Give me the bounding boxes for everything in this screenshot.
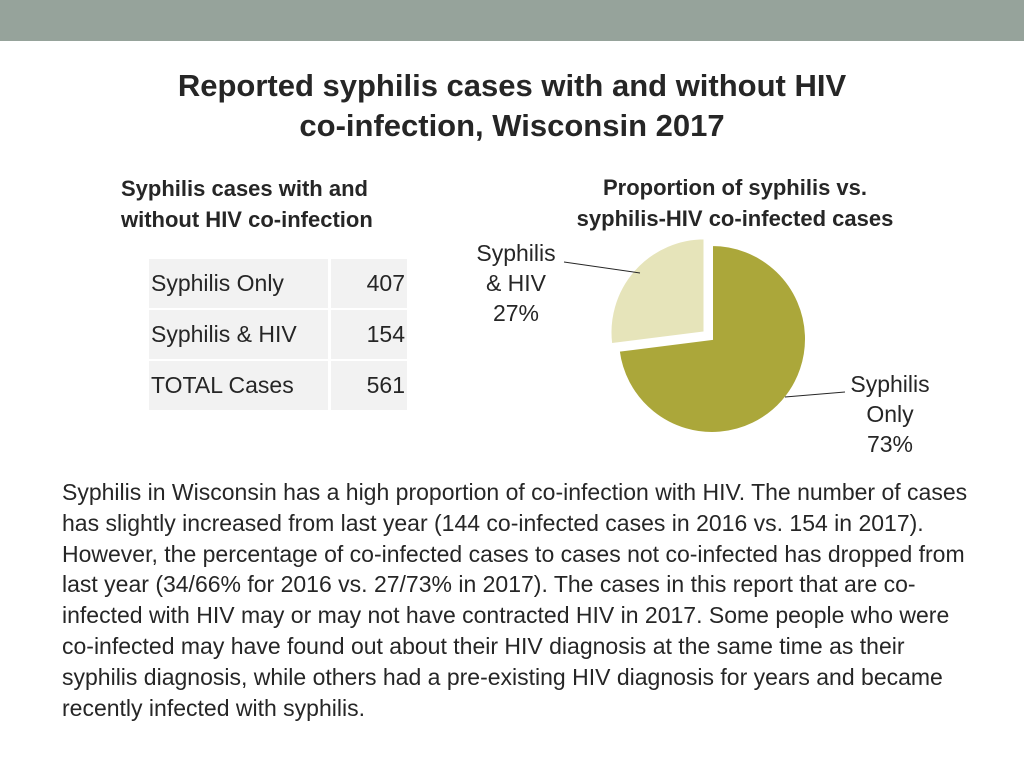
body-paragraph: Syphilis in Wisconsin has a high proport… (62, 479, 968, 721)
pie-slice-syphilis-only (617, 243, 807, 434)
pie-slice-syphilis-hiv (609, 237, 706, 346)
pie-label-value: 27% (492, 300, 540, 326)
row-label: Syphilis & HIV (149, 309, 331, 361)
pie-label-line: Syphilis (476, 240, 556, 266)
chart-title-line1: Proportion of syphilis vs. (602, 175, 868, 200)
table-title-line2: without HIV co-infection (121, 207, 373, 232)
table-row: Syphilis Only 407 (149, 259, 407, 310)
pie-label-line: & HIV (485, 270, 547, 296)
row-label: TOTAL Cases (149, 360, 331, 412)
table-row: TOTAL Cases 561 (149, 360, 407, 412)
cases-table: Syphilis Only 407 Syphilis & HIV 154 TOT… (149, 259, 407, 412)
slide-title-line2: co-infection, Wisconsin 2017 (299, 108, 725, 143)
pie-label-line: Syphilis (850, 371, 930, 397)
chart-title-line2: syphilis-HIV co-infected cases (576, 206, 894, 231)
pie-label-value: 73% (866, 431, 914, 457)
leader-line-syphilis-only (784, 391, 846, 398)
slide-title: Reported syphilis cases with and without… (0, 66, 1024, 146)
row-value: 154 (329, 309, 407, 361)
pie-label-syphilis-hiv: Syphilis & HIV 27% (466, 238, 566, 328)
leader-line-syphilis-hiv (563, 261, 641, 274)
row-label: Syphilis Only (149, 259, 331, 310)
row-value: 561 (329, 360, 407, 412)
pie-label-syphilis-only: Syphilis Only 73% (840, 369, 940, 459)
pie-label-line: Only (866, 401, 914, 427)
table-row: Syphilis & HIV 154 (149, 309, 407, 361)
row-value: 407 (329, 259, 407, 310)
table-title: Syphilis cases with and without HIV co-i… (121, 173, 441, 235)
slide-title-line1: Reported syphilis cases with and without… (177, 68, 847, 103)
table-title-line1: Syphilis cases with and (121, 176, 368, 201)
chart-title: Proportion of syphilis vs. syphilis-HIV … (520, 172, 950, 234)
top-bar (0, 0, 1024, 41)
